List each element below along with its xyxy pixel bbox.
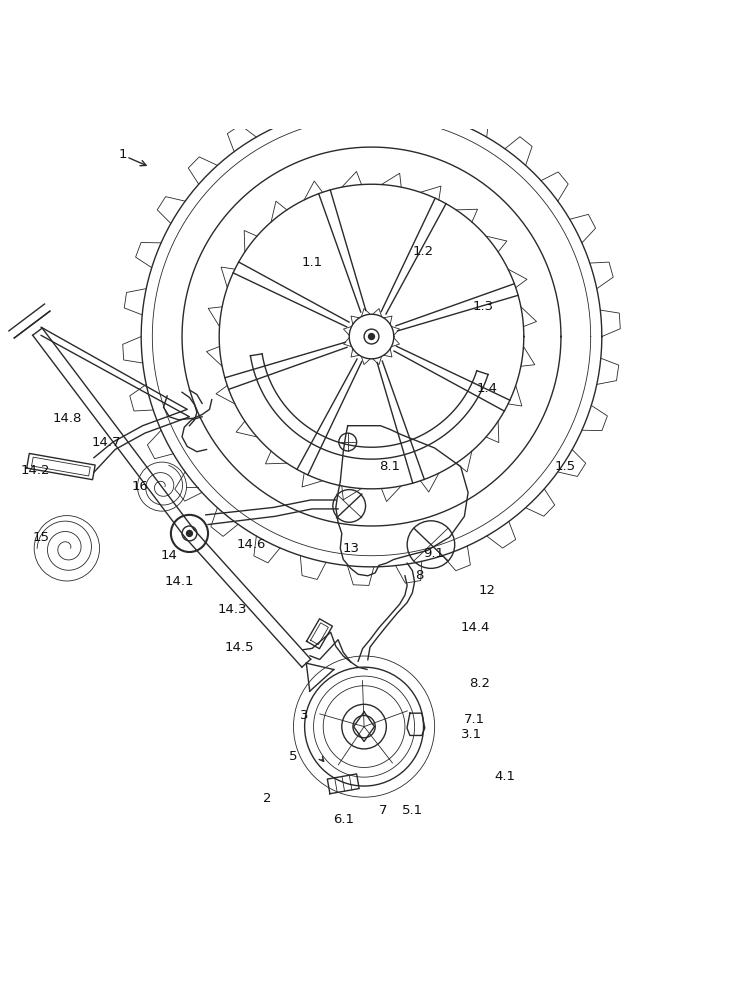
- Text: 1.2: 1.2: [413, 245, 434, 258]
- Text: 14.1: 14.1: [165, 575, 195, 588]
- Text: 15: 15: [33, 531, 49, 544]
- Text: 14.8: 14.8: [52, 412, 82, 425]
- Text: 14.7: 14.7: [91, 436, 121, 449]
- Text: 14: 14: [161, 549, 178, 562]
- Text: 8.2: 8.2: [469, 677, 490, 690]
- Text: 16: 16: [132, 480, 148, 493]
- Text: 9.1: 9.1: [423, 547, 444, 560]
- Text: 1.3: 1.3: [473, 300, 493, 313]
- Text: 5.1: 5.1: [402, 804, 423, 817]
- Text: 14.6: 14.6: [236, 538, 266, 551]
- Text: 1.4: 1.4: [476, 382, 497, 395]
- Text: 1: 1: [118, 148, 127, 161]
- Circle shape: [369, 334, 374, 340]
- Text: 14.5: 14.5: [224, 641, 254, 654]
- Text: 4.1: 4.1: [495, 770, 516, 783]
- Text: 12: 12: [478, 584, 495, 597]
- Text: 13: 13: [343, 542, 359, 555]
- Text: 5: 5: [289, 750, 298, 763]
- Text: 8: 8: [415, 569, 424, 582]
- Text: 7: 7: [378, 804, 387, 817]
- Text: 1.1: 1.1: [302, 256, 322, 269]
- Text: 14.2: 14.2: [21, 464, 51, 477]
- Text: 1.5: 1.5: [554, 460, 575, 473]
- Text: 3.1: 3.1: [461, 728, 482, 741]
- Text: 14.3: 14.3: [217, 603, 247, 616]
- Text: 2: 2: [263, 792, 272, 805]
- Text: 14.4: 14.4: [461, 621, 490, 634]
- Text: 7.1: 7.1: [464, 713, 484, 726]
- Text: 6.1: 6.1: [333, 813, 354, 826]
- Text: 3: 3: [300, 709, 309, 722]
- Circle shape: [364, 329, 379, 344]
- Circle shape: [186, 530, 192, 536]
- Text: 8.1: 8.1: [380, 460, 400, 473]
